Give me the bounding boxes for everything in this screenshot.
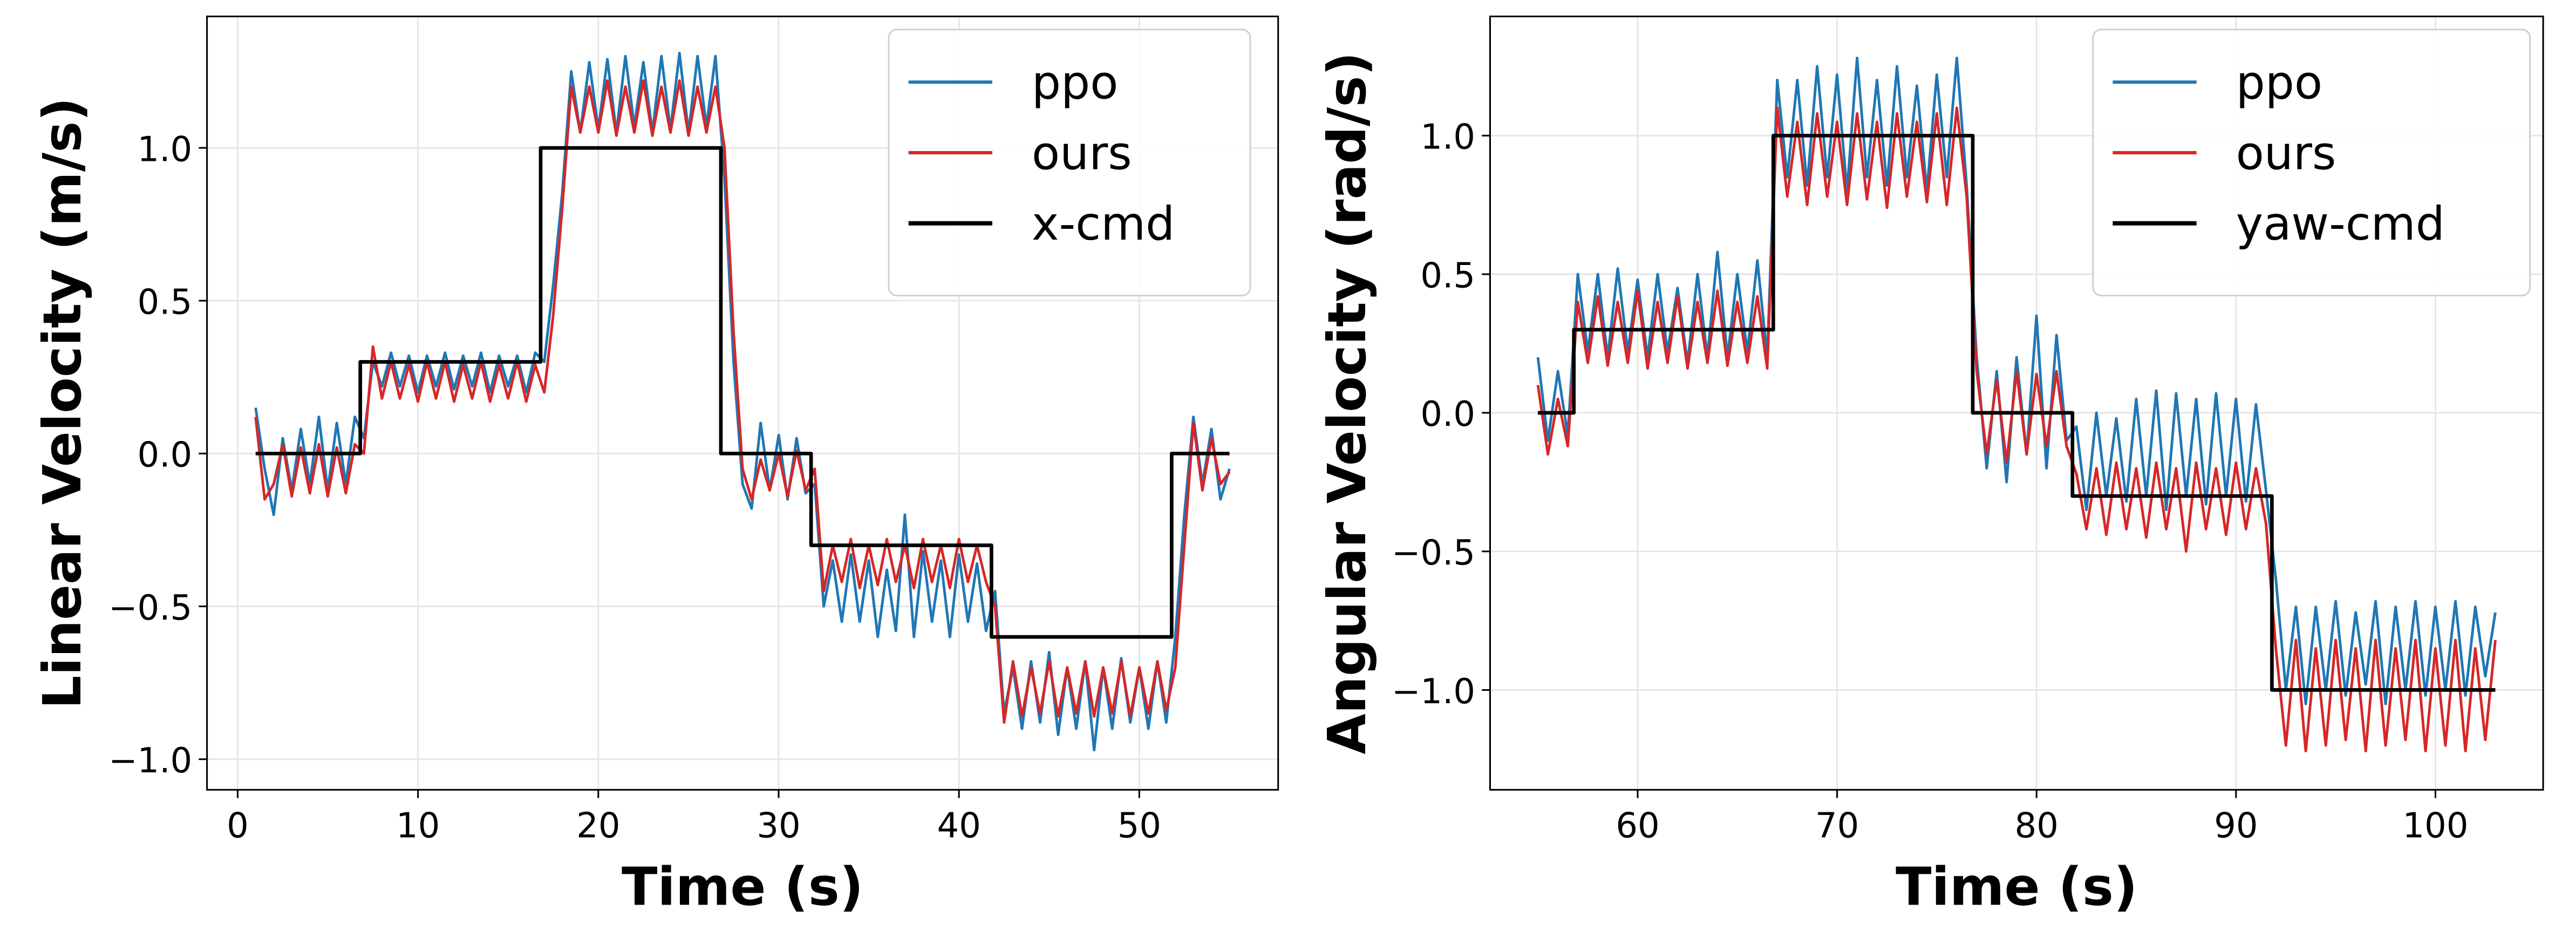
x-tick-label: 40 — [937, 806, 981, 846]
x-tick-label: 10 — [396, 806, 440, 846]
legend: ppo ours yaw-cmd — [2092, 29, 2531, 297]
y-tick-label: −0.5 — [108, 588, 192, 628]
y-tick-label: 0.0 — [138, 436, 193, 475]
legend-label-x-cmd: x-cmd — [1032, 198, 1175, 251]
x-tick-label: 90 — [2214, 806, 2258, 846]
axes-frame — [206, 15, 1279, 791]
x-tick-label: 100 — [2402, 806, 2468, 846]
axes-frame — [1489, 15, 2544, 791]
y-axis-label: Linear Velocity (m/s) — [32, 97, 93, 709]
y-tick-label: 1.0 — [1420, 118, 1475, 158]
series-line-ppo — [1536, 56, 2497, 705]
legend-label-ours: ours — [2236, 127, 2336, 180]
y-tick-label: −1.0 — [108, 741, 192, 781]
x-axis-label: Time (s) — [1896, 856, 2137, 917]
y-tick-label: 0.0 — [1420, 395, 1475, 434]
y-tick-label: −1.0 — [1392, 672, 1475, 712]
x-tick-label: 50 — [1117, 806, 1161, 846]
y-tick-label: 1.0 — [138, 130, 193, 169]
linear-velocity-chart: 0 10 20 30 40 50 −1.0 −0.5 0.0 0.5 1.0 Time (s) Line… — [32, 15, 1279, 917]
x-tick-label: 70 — [1815, 806, 1859, 846]
series-line-x-cmd — [255, 146, 1230, 639]
legend-label-ppo: ppo — [1032, 57, 1118, 110]
legend-box — [888, 29, 1251, 297]
x-tick-label: 60 — [1616, 806, 1659, 846]
legend-label-ours: ours — [1032, 127, 1132, 180]
series-line-ours — [1536, 106, 2497, 752]
x-tick-label: 20 — [576, 806, 620, 846]
angular-velocity-chart: 60 70 80 90 100 −1.0 −0.5 0.0 0.5 1.0 Time (s) Angu… — [1317, 15, 2544, 917]
series-line-yaw-cmd — [1538, 133, 2496, 692]
x-tick-label: 80 — [2015, 806, 2059, 846]
x-axis-label: Time (s) — [622, 856, 863, 917]
legend-label-ppo: ppo — [2236, 57, 2322, 110]
series-line-ours — [254, 79, 1231, 724]
y-tick-label: 0.5 — [138, 283, 193, 323]
y-axis-label: Angular Velocity (rad/s) — [1317, 52, 1378, 755]
legend: ppo ours x-cmd — [888, 29, 1251, 297]
y-tick-label: 0.5 — [1420, 256, 1475, 296]
legend-label-yaw-cmd: yaw-cmd — [2236, 198, 2445, 251]
x-tick-label: 0 — [227, 806, 249, 846]
x-tick-label: 30 — [757, 806, 800, 846]
legend-box — [2092, 29, 2531, 297]
y-tick-label: −0.5 — [1392, 533, 1475, 573]
